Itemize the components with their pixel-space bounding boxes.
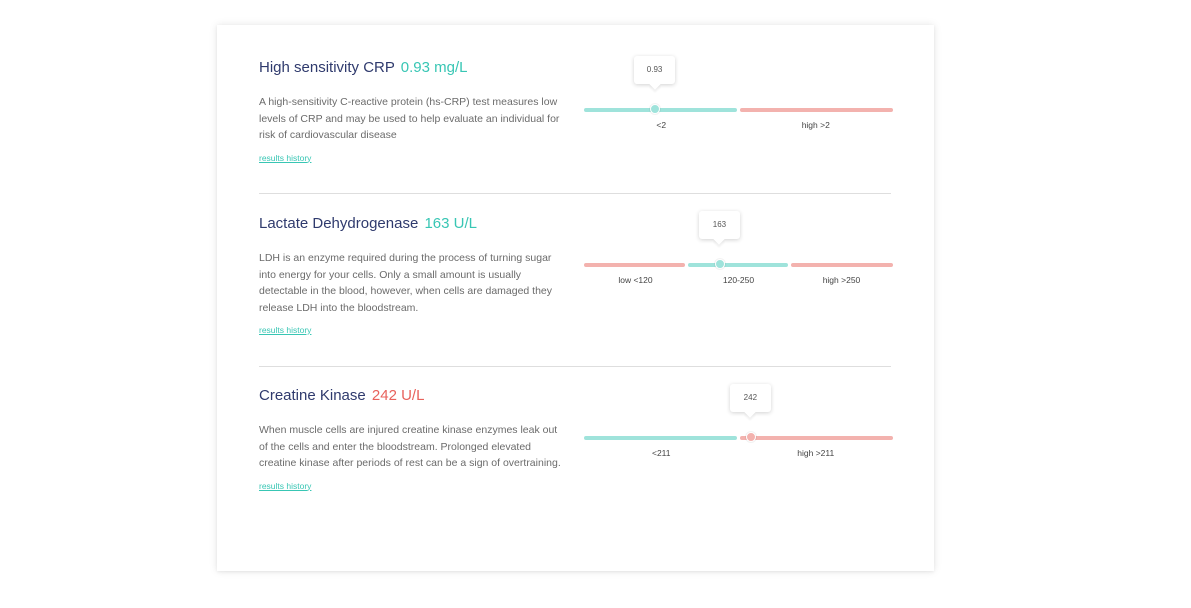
results-history-link[interactable]: results history — [259, 480, 312, 491]
range-segment — [740, 108, 893, 112]
value-knob — [650, 104, 661, 114]
marker-name: Creatine Kinase — [259, 387, 366, 404]
marker-description: A high-sensitivity C-reactive protein (h… — [259, 96, 560, 141]
range-label: low <120 — [618, 275, 653, 285]
marker-name: High sensitivity CRP — [259, 59, 395, 76]
marker-name: Lactate Dehydrogenase — [259, 215, 419, 232]
range-segment — [740, 436, 893, 440]
range-bar: low <120 120-250 high >250 163 — [584, 211, 893, 285]
marker-title: Lactate Dehydrogenase 163 U/L — [259, 212, 891, 236]
range-segment — [584, 108, 737, 112]
range-segment — [791, 263, 893, 267]
range-label: <211 — [651, 448, 671, 458]
marker-creatine-kinase: Creatine Kinase 242 U/L When muscle cell… — [259, 384, 893, 494]
range-label: high >211 — [797, 448, 835, 458]
marker-title: High sensitivity CRP 0.93 mg/L — [259, 56, 891, 80]
range-segment — [584, 436, 737, 440]
results-card: High sensitivity CRP 0.93 mg/L A high-se… — [217, 25, 934, 571]
range-bar: <211 high >211 242 — [584, 384, 893, 458]
range-segment — [584, 263, 686, 267]
divider — [259, 193, 891, 194]
value-knob — [745, 432, 756, 442]
value-knob — [714, 259, 725, 269]
value-tooltip: 0.93 — [634, 56, 676, 84]
marker-value: 163 U/L — [424, 215, 477, 232]
range-bar: <2 high >2 0.93 — [584, 56, 893, 130]
marker-description: LDH is an enzyme required during the pro… — [259, 252, 553, 314]
value-tooltip: 242 — [729, 384, 771, 412]
range-segment — [688, 263, 789, 267]
range-label: <2 — [656, 120, 667, 130]
marker-hs-crp: High sensitivity CRP 0.93 mg/L A high-se… — [259, 56, 893, 166]
results-history-link[interactable]: results history — [259, 152, 312, 163]
range-label: high >250 — [822, 275, 861, 285]
range-label: 120-250 — [722, 275, 755, 285]
divider — [259, 366, 891, 367]
marker-description: When muscle cells are injured creatine k… — [259, 424, 561, 469]
results-history-link[interactable]: results history — [259, 325, 312, 335]
value-tooltip: 163 — [698, 211, 740, 239]
marker-ldh: Lactate Dehydrogenase 163 U/L LDH is an … — [259, 211, 893, 338]
marker-value: 242 U/L — [371, 387, 425, 404]
marker-value: 0.93 mg/L — [400, 59, 468, 76]
range-label: high >2 — [801, 120, 830, 130]
marker-title: Creatine Kinase 242 U/L — [259, 384, 891, 408]
